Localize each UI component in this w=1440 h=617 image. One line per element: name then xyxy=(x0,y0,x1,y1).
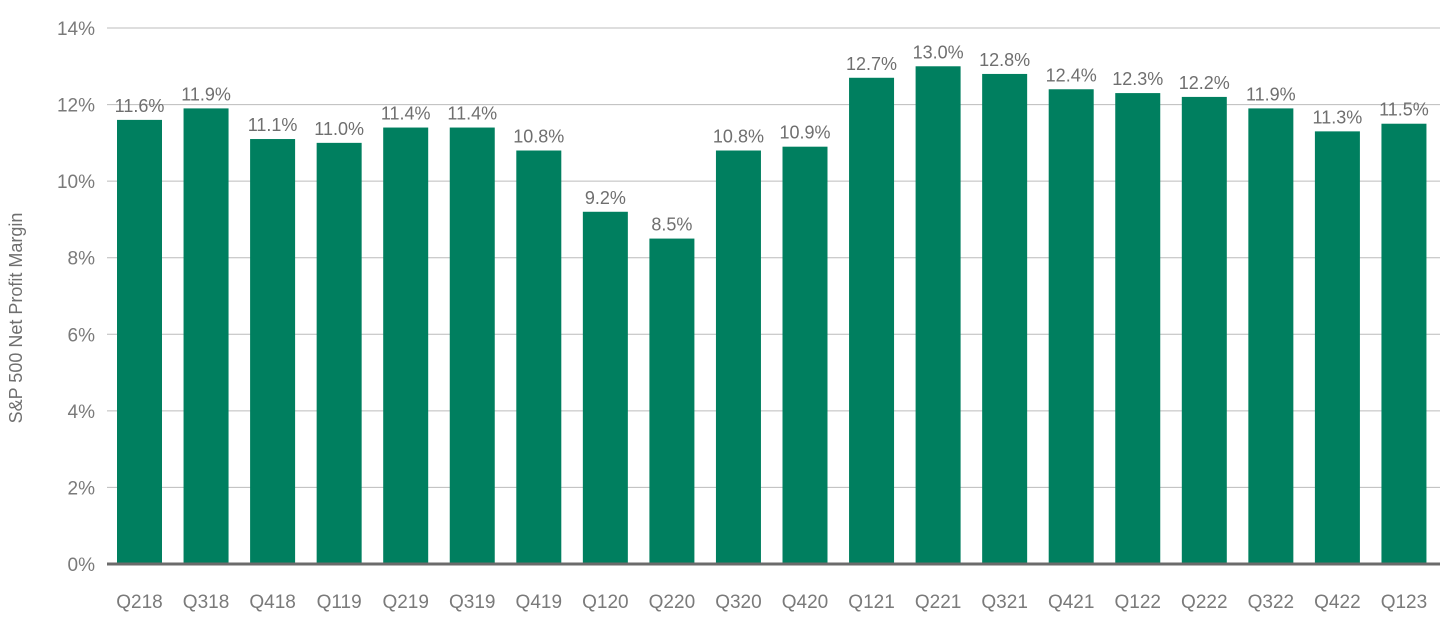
data-label: 8.5% xyxy=(651,215,692,235)
bar xyxy=(449,127,495,565)
x-tick-label: Q322 xyxy=(1248,592,1294,613)
bar xyxy=(516,150,562,564)
data-label: 11.6% xyxy=(115,96,165,116)
data-labels: 11.6% 11.9% 11.1% 11.0% 11.4% 11.4% 10.8% 9.2% 8… xyxy=(115,42,1429,234)
x-tick-label: Q319 xyxy=(449,592,495,613)
data-label: 12.7% xyxy=(846,54,897,74)
bar xyxy=(1048,89,1094,564)
data-label: 11.3% xyxy=(1313,107,1363,127)
data-label: 11.4% xyxy=(381,104,431,124)
x-tick-label: Q318 xyxy=(183,592,229,613)
bar xyxy=(1381,123,1427,564)
bar xyxy=(316,142,362,564)
data-label: 10.9% xyxy=(779,123,830,143)
bar xyxy=(1115,93,1161,564)
y-tick-label: 6% xyxy=(68,325,96,346)
data-label: 10.8% xyxy=(513,127,564,147)
x-tick-label: Q121 xyxy=(848,592,894,613)
x-tick-label: Q420 xyxy=(782,592,828,613)
bars xyxy=(117,66,1427,565)
bar xyxy=(1181,96,1227,565)
x-tick-label: Q219 xyxy=(382,592,428,613)
data-label: 11.9% xyxy=(181,84,231,104)
bar xyxy=(849,77,895,565)
bar xyxy=(782,146,828,564)
y-tick-label: 8% xyxy=(68,249,96,270)
data-label: 11.5% xyxy=(1379,100,1429,120)
bar xyxy=(582,211,628,564)
data-label: 11.1% xyxy=(248,115,298,135)
data-label: 11.4% xyxy=(447,104,497,124)
x-tick-label: Q218 xyxy=(116,592,162,613)
y-axis-label: S&P 500 Net Profit Margin xyxy=(6,213,26,424)
x-axis-ticks: Q218 Q318 Q418 Q119 Q219 Q319 Q419 Q120 Q220 Q320… xyxy=(116,592,1427,613)
y-tick-label: 12% xyxy=(57,96,95,117)
y-tick-label: 0% xyxy=(68,555,96,576)
gridlines xyxy=(107,27,1440,488)
bar xyxy=(649,238,695,565)
y-tick-label: 10% xyxy=(57,172,95,193)
data-label: 12.2% xyxy=(1179,73,1230,93)
x-tick-label: Q320 xyxy=(715,592,761,613)
y-axis-ticks: 0% 2% 4% 6% 8% 10% 12% 14% xyxy=(57,19,95,576)
data-label: 12.3% xyxy=(1112,69,1163,89)
x-tick-label: Q120 xyxy=(582,592,628,613)
bar xyxy=(982,73,1028,564)
bar xyxy=(915,66,961,565)
data-label: 11.0% xyxy=(314,119,364,139)
x-tick-label: Q123 xyxy=(1381,592,1427,613)
data-label: 11.9% xyxy=(1246,84,1296,104)
y-tick-label: 14% xyxy=(57,19,95,40)
x-tick-label: Q222 xyxy=(1181,592,1227,613)
data-label: 13.0% xyxy=(913,42,964,62)
bar xyxy=(250,139,296,564)
y-tick-label: 2% xyxy=(68,478,96,499)
data-label: 12.4% xyxy=(1046,65,1097,85)
data-label: 12.8% xyxy=(979,50,1030,70)
bar xyxy=(183,108,229,565)
x-tick-label: Q321 xyxy=(981,592,1027,613)
bar xyxy=(1314,131,1360,564)
bar xyxy=(117,119,162,564)
bar xyxy=(1248,108,1294,565)
data-label: 9.2% xyxy=(585,188,626,208)
x-tick-label: Q418 xyxy=(249,592,295,613)
x-tick-label: Q421 xyxy=(1048,592,1094,613)
x-tick-label: Q221 xyxy=(915,592,961,613)
x-tick-label: Q419 xyxy=(516,592,562,613)
bar xyxy=(383,127,429,565)
y-tick-label: 4% xyxy=(68,402,96,423)
x-tick-label: Q220 xyxy=(649,592,695,613)
x-tick-label: Q422 xyxy=(1314,592,1360,613)
data-label: 10.8% xyxy=(713,127,764,147)
x-tick-label: Q119 xyxy=(317,592,362,613)
x-tick-label: Q122 xyxy=(1115,592,1161,613)
bar xyxy=(715,150,761,564)
